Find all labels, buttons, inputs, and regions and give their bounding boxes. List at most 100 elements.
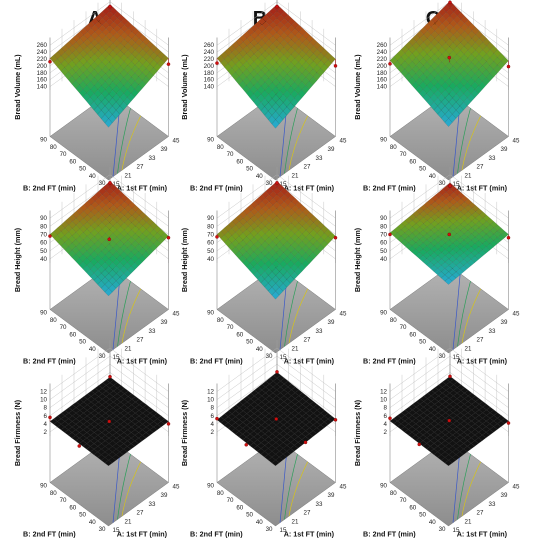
surface-facet xyxy=(282,106,291,116)
y-tick-label: 50 xyxy=(419,512,426,519)
x-tick-label: 27 xyxy=(137,510,144,517)
surface-facet xyxy=(60,67,69,76)
y-tick-label: 80 xyxy=(217,317,224,324)
surface-facet xyxy=(452,46,461,55)
surface-facet xyxy=(135,31,144,39)
z-tick-label: 4 xyxy=(211,421,215,428)
x-tick-label: 21 xyxy=(125,172,132,179)
x-tick-label: 45 xyxy=(340,138,347,145)
z-tick-label: 12 xyxy=(380,389,387,396)
x-tick-label: 39 xyxy=(328,319,335,326)
surface-facet xyxy=(309,61,318,70)
z-tick-label: 200 xyxy=(204,63,215,70)
x-tick-label: 45 xyxy=(513,138,520,145)
x-tick-label: 27 xyxy=(137,337,144,344)
surface-facet xyxy=(389,56,398,65)
design-point xyxy=(275,181,279,185)
z-tick-label: 260 xyxy=(37,42,48,49)
surface-facet xyxy=(445,15,454,24)
surface-facet xyxy=(275,115,284,125)
x-tick-label: 39 xyxy=(161,492,168,499)
x-tick-label: 21 xyxy=(292,345,299,352)
y-tick-label: 40 xyxy=(89,346,96,353)
z-axis-label: Bread Firmness (N) xyxy=(353,399,362,466)
surface-facet xyxy=(404,41,413,50)
x-axis-label: A: 1st FT (min) xyxy=(457,530,508,538)
z-tick-label: 140 xyxy=(37,84,48,91)
surface-facet xyxy=(297,89,306,99)
surface-facet xyxy=(460,38,469,47)
design-point xyxy=(108,4,112,9)
x-tick-label: 27 xyxy=(477,337,484,344)
y-tick-label: 70 xyxy=(60,497,67,504)
surface-facet xyxy=(134,61,143,70)
surface-facet xyxy=(453,15,462,24)
z-axis-label: Bread Firmness (N) xyxy=(13,399,22,466)
surface-facet xyxy=(231,56,240,65)
y-tick-label: 50 xyxy=(79,512,86,519)
z-tick-label: 8 xyxy=(44,405,48,412)
surface-facet xyxy=(445,23,454,32)
surface-facet xyxy=(271,119,280,129)
z-axis-label: Bread Height (mm) xyxy=(180,227,189,292)
z-tick-label: 160 xyxy=(377,77,388,84)
x-tick-label: 27 xyxy=(304,510,311,517)
x-tick-label: 33 xyxy=(149,328,156,335)
z-tick-label: 90 xyxy=(380,215,387,222)
contour-line xyxy=(117,108,131,174)
x-axis-label: A: 1st FT (min) xyxy=(117,184,168,193)
surface-facet xyxy=(438,23,447,32)
z-tick-label: 80 xyxy=(380,223,387,230)
surface-facet xyxy=(412,34,421,43)
z-tick-label: 10 xyxy=(40,397,47,404)
z-axis-label: Bread Firmness (N) xyxy=(180,399,189,466)
z-tick-label: 180 xyxy=(204,70,215,77)
surface-facet xyxy=(500,56,509,65)
surface-facet xyxy=(290,98,299,107)
surface-facet xyxy=(231,41,240,50)
surface-facet xyxy=(453,23,461,32)
z-axis-label: Bread Volume (mL) xyxy=(180,54,189,120)
design-point xyxy=(215,416,219,421)
y-tick-label: 60 xyxy=(409,158,416,165)
x-tick-label: 33 xyxy=(489,328,496,335)
design-point xyxy=(506,64,511,69)
design-point xyxy=(333,64,338,68)
surface-facet xyxy=(135,45,143,54)
contour-line xyxy=(457,108,471,174)
z-tick-label: 60 xyxy=(380,240,387,247)
x-tick-label: 39 xyxy=(161,319,168,326)
surface-facet xyxy=(445,31,454,40)
design-point xyxy=(447,55,451,60)
y-tick-label: 30 xyxy=(439,353,446,360)
surface-facet xyxy=(104,118,113,128)
surface-facet xyxy=(246,57,255,66)
surface-facet xyxy=(486,41,495,50)
surface-facet xyxy=(142,52,151,61)
surface-facet xyxy=(397,49,406,58)
design-point xyxy=(448,184,452,188)
surface-facet xyxy=(142,60,151,69)
surface-facet xyxy=(149,44,158,53)
z-tick-label: 40 xyxy=(207,256,214,263)
surface-facet xyxy=(124,28,132,36)
surface-facet xyxy=(253,58,262,67)
x-axis-label: A: 1st FT (min) xyxy=(457,184,508,193)
surface-facet xyxy=(142,68,150,77)
z-tick-label: 60 xyxy=(207,240,214,247)
design-point xyxy=(275,4,279,9)
surface-facet xyxy=(216,54,225,63)
y-tick-label: 50 xyxy=(419,339,426,346)
surface-facet xyxy=(149,67,158,76)
surface-facet xyxy=(419,49,428,59)
surface-facet xyxy=(231,72,240,81)
chart-panels: 1401601802002202402601521273339453040506… xyxy=(13,0,520,538)
z-tick-label: 70 xyxy=(380,231,387,238)
design-point xyxy=(333,418,338,422)
surface-facet xyxy=(280,18,289,26)
design-point xyxy=(215,61,219,65)
z-tick-label: 180 xyxy=(377,70,388,77)
z-tick-label: 6 xyxy=(211,413,215,420)
surface-facet xyxy=(71,80,80,89)
